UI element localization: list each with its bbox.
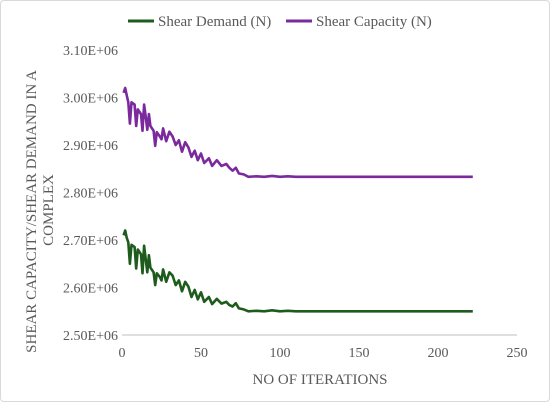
y-tick-label: 2.90E+06 bbox=[63, 139, 118, 154]
y-tick-label: 2.50E+06 bbox=[63, 329, 118, 344]
y-tick-label: 3.00E+06 bbox=[63, 92, 118, 107]
x-tick-label: 150 bbox=[349, 346, 370, 361]
y-tick-label: 2.80E+06 bbox=[63, 187, 118, 202]
series-line-shear-capacity bbox=[122, 86, 473, 179]
legend-entry-shear-demand-label: Shear Demand (N) bbox=[158, 14, 271, 30]
x-tick-label: 250 bbox=[507, 346, 528, 361]
legend: Shear Demand (N) Shear Capacity (N) bbox=[128, 14, 432, 30]
x-tick-label: 50 bbox=[194, 346, 208, 361]
x-tick-label: 0 bbox=[119, 346, 126, 361]
y-axis-title-line-1: SHEAR CAPACITY/SHEAR DEMAND IN A bbox=[24, 70, 40, 353]
y-tick-label: 3.10E+06 bbox=[63, 44, 118, 59]
y-axis: 2.50E+06 2.60E+06 2.70E+06 2.80E+06 2.90E+06… bbox=[63, 44, 118, 344]
x-axis: 0 50 100 150 200 250 bbox=[119, 334, 528, 361]
x-tick-label: 200 bbox=[428, 346, 449, 361]
x-axis-title: NO OF ITERATIONS bbox=[253, 372, 388, 388]
y-axis-title: SHEAR CAPACITY/SHEAR DEMAND IN A COMPLEX bbox=[24, 67, 57, 353]
x-tick-label: 100 bbox=[270, 346, 291, 361]
series-line-shear-demand bbox=[122, 229, 473, 313]
y-tick-label: 2.70E+06 bbox=[63, 234, 118, 249]
y-tick-label: 2.60E+06 bbox=[63, 282, 118, 297]
series-layer bbox=[122, 86, 473, 313]
y-axis-title-line-2: COMPLEX bbox=[41, 174, 57, 246]
legend-entry-shear-capacity-label: Shear Capacity (N) bbox=[316, 14, 432, 30]
